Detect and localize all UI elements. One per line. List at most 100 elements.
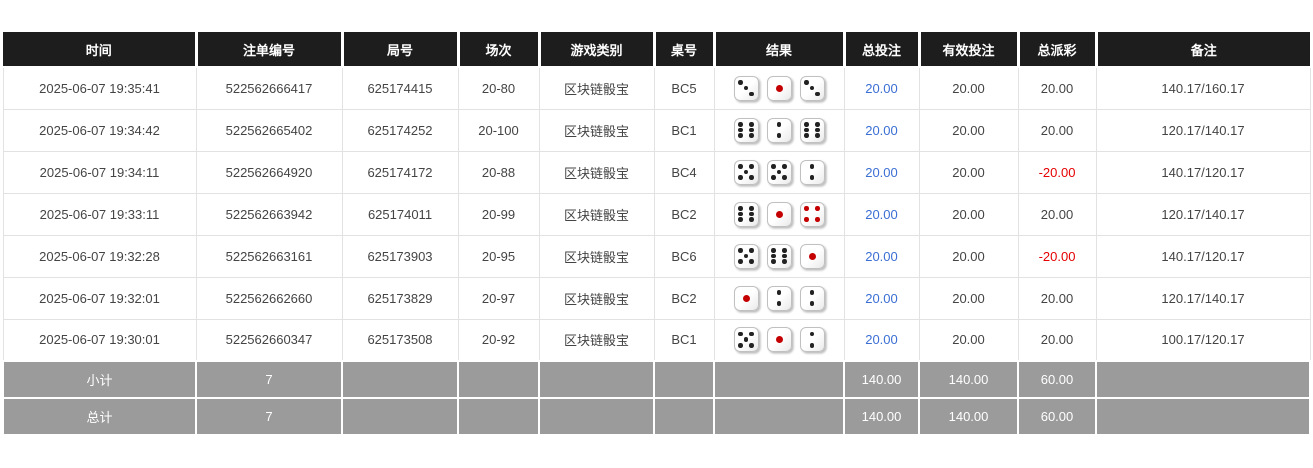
header-row: 时间 注单编号 局号 场次 游戏类别 桌号 结果 总投注 有效投注 总派彩 备注 — [3, 32, 1310, 68]
die-icon — [733, 159, 759, 185]
die-icon — [766, 285, 792, 311]
die-icon — [733, 201, 759, 227]
die-icon — [733, 75, 759, 101]
cell-session: 20-99 — [457, 192, 540, 236]
cell-session: 20-97 — [457, 276, 540, 320]
cell-valid-bet: 20.00 — [918, 234, 1019, 278]
cell-remark: 120.17/140.17 — [1095, 192, 1311, 236]
dice-result — [713, 150, 845, 194]
dice-result — [713, 66, 845, 110]
cell-game-type: 区块链骰宝 — [538, 318, 655, 362]
die-icon — [799, 285, 825, 311]
grand-total-row: 总计 7 140.00 140.00 60.00 — [2, 397, 1311, 436]
table-row: 2025-06-07 19:32:01 522562662660 625173829… — [2, 276, 1311, 320]
cell-payout: 20.00 — [1017, 318, 1097, 362]
cell-round-id: 625174415 — [341, 66, 459, 110]
cell-table-no: BC5 — [653, 66, 715, 110]
cell-valid-bet: 20.00 — [918, 318, 1019, 362]
cell-round-id: 625173829 — [341, 276, 459, 320]
total-bet-link[interactable]: 20.00 — [865, 332, 898, 348]
cell-session: 20-95 — [457, 234, 540, 278]
cell-time: 2025-06-07 19:35:41 — [2, 66, 197, 110]
column-header-payout: 总派彩 — [1018, 32, 1098, 68]
total-bet-link[interactable]: 20.00 — [865, 206, 898, 222]
cell-payout: 20.00 — [1017, 66, 1097, 110]
total-bet-link[interactable]: 20.00 — [865, 248, 898, 264]
die-icon — [799, 243, 825, 269]
summary-total-bet: 140.00 — [843, 360, 920, 399]
summary-valid-bet: 140.00 — [918, 397, 1019, 436]
cell-table-no: BC1 — [653, 108, 715, 152]
summary-empty-cell — [341, 397, 459, 436]
column-header-total-bet: 总投注 — [844, 32, 921, 68]
die-icon — [766, 327, 792, 353]
cell-time: 2025-06-07 19:32:01 — [2, 276, 197, 320]
total-bet-link[interactable]: 20.00 — [865, 122, 898, 138]
cell-round-id: 625174172 — [341, 150, 459, 194]
cell-total-bet: 20.00 — [843, 276, 920, 320]
cell-bet-id: 522562660347 — [195, 318, 343, 362]
summary-empty-cell — [341, 360, 459, 399]
cell-valid-bet: 20.00 — [918, 276, 1019, 320]
die-icon — [799, 117, 825, 143]
cell-round-id: 625174011 — [341, 192, 459, 236]
cell-payout: 20.00 — [1017, 276, 1097, 320]
column-header-table-no: 桌号 — [654, 32, 716, 68]
cell-total-bet: 20.00 — [843, 66, 920, 110]
column-header-valid-bet: 有效投注 — [919, 32, 1020, 68]
column-header-remark: 备注 — [1096, 32, 1310, 68]
cell-bet-id: 522562664920 — [195, 150, 343, 194]
cell-table-no: BC4 — [653, 150, 715, 194]
cell-remark: 120.17/140.17 — [1095, 108, 1311, 152]
die-icon — [766, 117, 792, 143]
die-icon — [733, 285, 759, 311]
total-bet-link[interactable]: 20.00 — [865, 290, 898, 306]
cell-payout: 20.00 — [1017, 108, 1097, 152]
cell-table-no: BC6 — [653, 234, 715, 278]
cell-remark: 100.17/120.17 — [1095, 318, 1311, 362]
cell-total-bet: 20.00 — [843, 150, 920, 194]
cell-payout: -20.00 — [1017, 150, 1097, 194]
cell-bet-id: 522562663942 — [195, 192, 343, 236]
die-icon — [733, 327, 759, 353]
total-bet-link[interactable]: 20.00 — [865, 80, 898, 96]
table-row: 2025-06-07 19:34:11 522562664920 625174172… — [2, 150, 1311, 194]
summary-empty-cell — [457, 360, 540, 399]
cell-time: 2025-06-07 19:32:28 — [2, 234, 197, 278]
cell-bet-id: 522562662660 — [195, 276, 343, 320]
summary-count: 7 — [195, 360, 343, 399]
cell-session: 20-88 — [457, 150, 540, 194]
summary-empty-cell — [653, 360, 715, 399]
cell-payout: -20.00 — [1017, 234, 1097, 278]
table-row: 2025-06-07 19:35:41 522562666417 625174415… — [2, 66, 1311, 110]
table-header: 时间 注单编号 局号 场次 游戏类别 桌号 结果 总投注 有效投注 总派彩 备注 — [3, 32, 1310, 68]
cell-valid-bet: 20.00 — [918, 66, 1019, 110]
die-icon — [799, 327, 825, 353]
cell-bet-id: 522562663161 — [195, 234, 343, 278]
summary-label: 总计 — [2, 397, 197, 436]
total-bet-link[interactable]: 20.00 — [865, 164, 898, 180]
die-icon — [766, 201, 792, 227]
summary-empty-cell — [713, 360, 845, 399]
cell-table-no: BC2 — [653, 276, 715, 320]
table-body: 2025-06-07 19:35:41 522562666417 625174415… — [2, 66, 1311, 436]
column-header-game-type: 游戏类别 — [539, 32, 656, 68]
cell-payout: 20.00 — [1017, 192, 1097, 236]
summary-empty-cell — [653, 397, 715, 436]
cell-game-type: 区块链骰宝 — [538, 276, 655, 320]
cell-game-type: 区块链骰宝 — [538, 108, 655, 152]
cell-valid-bet: 20.00 — [918, 192, 1019, 236]
cell-total-bet: 20.00 — [843, 108, 920, 152]
cell-round-id: 625174252 — [341, 108, 459, 152]
cell-valid-bet: 20.00 — [918, 150, 1019, 194]
dice-result — [713, 276, 845, 320]
cell-game-type: 区块链骰宝 — [538, 192, 655, 236]
cell-bet-id: 522562666417 — [195, 66, 343, 110]
cell-game-type: 区块链骰宝 — [538, 150, 655, 194]
column-header-round-id: 局号 — [342, 32, 460, 68]
die-icon — [799, 201, 825, 227]
dice-result — [713, 318, 845, 362]
die-icon — [766, 75, 792, 101]
cell-remark: 140.17/120.17 — [1095, 234, 1311, 278]
bet-records-panel: 时间 注单编号 局号 场次 游戏类别 桌号 结果 总投注 有效投注 总派彩 备注 2025-06-0… — [2, 32, 1311, 436]
